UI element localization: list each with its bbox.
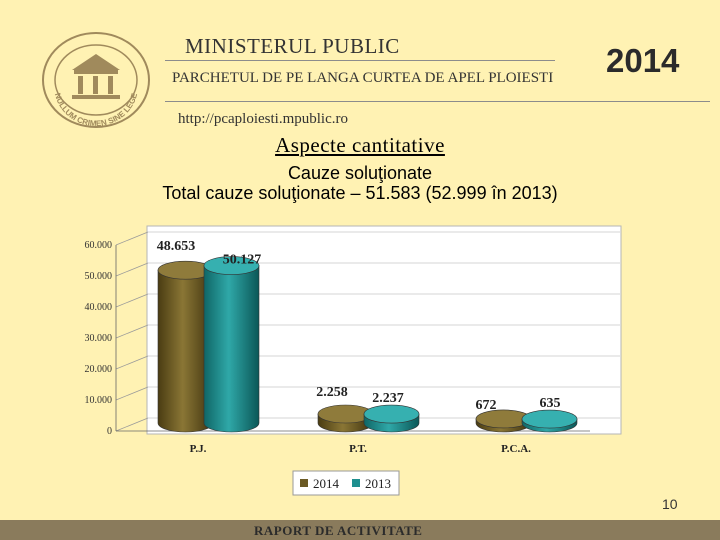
legend-box: [292, 470, 400, 496]
footer-bar: [0, 520, 720, 540]
legend-swatch-2014: [300, 479, 308, 487]
gridline-depth: [115, 355, 149, 370]
section-title: Aspecte cantitative: [275, 133, 445, 157]
bar-2013-P.T.: [363, 404, 420, 433]
y-tick-label: 40.000: [85, 302, 113, 313]
header: NULLUM CRIMEN SINE LEGE MINISTERUL PUBLI…: [0, 0, 720, 135]
prosecutor-seal-logo: NULLUM CRIMEN SINE LEGE: [42, 32, 150, 128]
bar-2014-P.C.A.: [475, 409, 532, 433]
chart-total-line: Total cauze soluţionate – 51.583 (52.999…: [162, 183, 558, 203]
data-label: 48.653: [157, 239, 196, 254]
data-label: 50.127: [223, 253, 262, 268]
chart-subtitle: Cauze soluţionate: [287, 163, 433, 183]
gridline-depth: [115, 262, 149, 277]
legend-label: 2014: [313, 476, 340, 491]
data-label: 635: [540, 396, 561, 411]
office-name: PARCHETUL DE PE LANGA CURTEA DE APEL PLO…: [172, 70, 554, 86]
data-label: 2.237: [372, 391, 404, 406]
x-tick-label: P.T.: [349, 443, 367, 455]
data-label: 2.258: [316, 385, 348, 400]
y-tick-label: 50.000: [85, 271, 113, 282]
bar-2014-P.T.: [317, 404, 374, 433]
y-tick-label: 0: [107, 426, 112, 437]
bar-2013-P.J.: [203, 256, 260, 433]
report-year: 2014: [606, 42, 680, 79]
bar-2014-P.J.: [157, 260, 214, 433]
footer-report-title: RAPORT DE ACTIVITATE: [254, 523, 423, 538]
page-number: 10: [662, 496, 678, 512]
y-tick-label: 10.000: [85, 395, 113, 406]
y-tick-label: 60.000: [85, 240, 113, 251]
x-tick-label: P.J.: [190, 443, 207, 455]
y-tick-label: 30.000: [85, 333, 113, 344]
gridline-depth: [115, 386, 149, 401]
legend-swatch-2013: [352, 479, 360, 487]
gridline-depth: [115, 417, 149, 432]
ministry-name: MINISTERUL PUBLIC: [185, 34, 400, 58]
gridline-depth: [115, 324, 149, 339]
header-divider: [165, 60, 555, 61]
x-tick-label: P.C.A.: [501, 443, 531, 455]
bar-2013-P.C.A.: [521, 409, 578, 433]
gridline-depth: [115, 293, 149, 308]
website-url[interactable]: http://pcaploiesti.mpublic.ro: [178, 111, 348, 127]
legend-label: 2013: [365, 476, 391, 491]
header-divider-2: [165, 101, 710, 102]
gridline-depth: [115, 231, 149, 246]
data-label: 672: [476, 398, 497, 413]
y-tick-label: 20.000: [85, 364, 113, 375]
